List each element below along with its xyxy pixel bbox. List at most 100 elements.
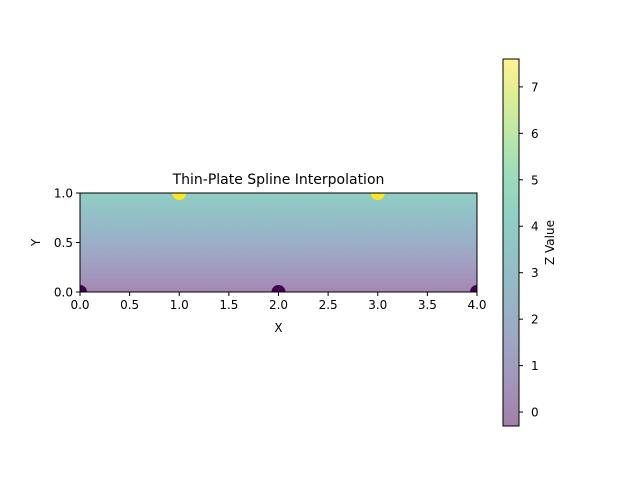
heatmap-cell bbox=[347, 202, 354, 209]
heatmap-cell bbox=[228, 257, 235, 263]
heatmap-cell bbox=[213, 282, 220, 288]
heatmap-cell bbox=[298, 277, 304, 283]
heatmap-cell bbox=[243, 207, 250, 214]
heatmap-cell bbox=[243, 237, 250, 244]
heatmap-cell bbox=[84, 207, 91, 214]
heatmap-cell bbox=[303, 267, 309, 273]
heatmap-cell bbox=[298, 282, 304, 288]
heatmap-cell bbox=[323, 202, 329, 209]
heatmap-cell bbox=[114, 193, 121, 199]
heatmap-cell bbox=[144, 193, 151, 199]
heatmap-cell bbox=[412, 197, 419, 204]
heatmap-cell bbox=[338, 197, 344, 204]
heatmap-cell bbox=[194, 193, 200, 199]
heatmap-cell bbox=[452, 202, 458, 209]
heatmap-cell bbox=[218, 287, 225, 292]
heatmap-cell bbox=[387, 272, 394, 278]
heatmap-cell bbox=[253, 237, 260, 244]
heatmap-cell bbox=[437, 287, 443, 292]
heatmap-cell bbox=[422, 267, 428, 273]
heatmap-cell bbox=[298, 207, 304, 214]
heatmap-cell bbox=[154, 197, 160, 204]
heatmap-cell bbox=[149, 207, 156, 214]
heatmap-cell bbox=[209, 242, 215, 249]
heatmap-cell bbox=[338, 202, 344, 209]
heatmap-cell bbox=[318, 282, 324, 288]
heatmap-cell bbox=[204, 197, 210, 204]
heatmap-cell bbox=[139, 237, 146, 244]
heatmap-cell bbox=[318, 227, 324, 234]
heatmap-cell bbox=[283, 272, 290, 278]
heatmap-cell bbox=[134, 197, 141, 204]
heatmap-cell bbox=[84, 252, 91, 258]
heatmap-cell bbox=[343, 227, 349, 234]
heatmap-cell bbox=[377, 232, 384, 239]
heatmap-cell bbox=[362, 193, 369, 199]
x-tick-label: 2.5 bbox=[319, 298, 338, 312]
heatmap-cell bbox=[139, 207, 146, 214]
heatmap-cell bbox=[80, 262, 86, 268]
y-tick-label: 1.0 bbox=[54, 187, 73, 201]
heatmap-cell bbox=[114, 282, 121, 288]
heatmap-cell bbox=[387, 262, 394, 268]
heatmap-cell bbox=[283, 262, 290, 268]
heatmap-cell bbox=[184, 227, 190, 234]
heatmap-cell bbox=[243, 227, 250, 234]
heatmap-cell bbox=[129, 197, 136, 204]
heatmap-cell bbox=[442, 272, 448, 278]
heatmap-cell bbox=[258, 207, 265, 214]
heatmap-cell bbox=[228, 197, 235, 204]
heatmap-cell bbox=[253, 193, 260, 199]
heatmap-cell bbox=[99, 257, 106, 263]
heatmap-cell bbox=[303, 227, 309, 234]
heatmap-cell bbox=[288, 277, 294, 283]
heatmap-cell bbox=[149, 232, 156, 239]
heatmap-cell bbox=[169, 202, 175, 209]
heatmap-cell bbox=[268, 242, 275, 249]
heatmap-cell bbox=[288, 267, 294, 273]
heatmap-cell bbox=[89, 217, 96, 224]
heatmap-cell bbox=[204, 252, 210, 258]
heatmap-cell bbox=[328, 222, 334, 229]
heatmap-cell bbox=[452, 242, 458, 249]
heatmap-cell bbox=[139, 212, 146, 219]
heatmap-cell bbox=[303, 222, 309, 229]
heatmap-cell bbox=[189, 247, 195, 253]
heatmap-cell bbox=[402, 222, 409, 229]
heatmap-cell bbox=[204, 287, 210, 292]
heatmap-cell bbox=[134, 212, 141, 219]
heatmap-cell bbox=[338, 282, 344, 288]
heatmap-cell bbox=[179, 217, 185, 224]
heatmap-cell bbox=[367, 252, 374, 258]
heatmap-cell bbox=[357, 207, 364, 214]
heatmap-cell bbox=[362, 212, 369, 219]
heatmap-cell bbox=[357, 202, 364, 209]
heatmap-cell bbox=[139, 217, 146, 224]
heatmap-cell bbox=[164, 257, 170, 263]
heatmap-cell bbox=[288, 282, 294, 288]
heatmap-cell bbox=[457, 252, 463, 258]
heatmap-cell bbox=[104, 232, 111, 239]
heatmap-cell bbox=[382, 257, 389, 263]
heatmap-cell bbox=[328, 237, 334, 244]
heatmap-cell bbox=[89, 202, 96, 209]
heatmap-cell bbox=[283, 232, 290, 239]
heatmap-cell bbox=[397, 287, 404, 292]
heatmap-cell bbox=[427, 237, 433, 244]
heatmap-cell bbox=[427, 207, 433, 214]
heatmap-cell bbox=[149, 262, 156, 268]
heatmap-cell bbox=[164, 212, 170, 219]
heatmap-cell bbox=[362, 287, 369, 292]
heatmap-cell bbox=[253, 277, 260, 283]
heatmap-cell bbox=[293, 197, 299, 204]
heatmap-cell bbox=[367, 237, 374, 244]
heatmap-cell bbox=[119, 287, 126, 292]
heatmap-cell bbox=[377, 277, 384, 283]
heatmap-cell bbox=[209, 252, 215, 258]
heatmap-cell bbox=[174, 272, 180, 278]
heatmap-cell bbox=[268, 287, 275, 292]
heatmap-cell bbox=[204, 272, 210, 278]
heatmap-cell bbox=[124, 287, 131, 292]
heatmap-cell bbox=[323, 207, 329, 214]
heatmap-cell bbox=[372, 212, 379, 219]
